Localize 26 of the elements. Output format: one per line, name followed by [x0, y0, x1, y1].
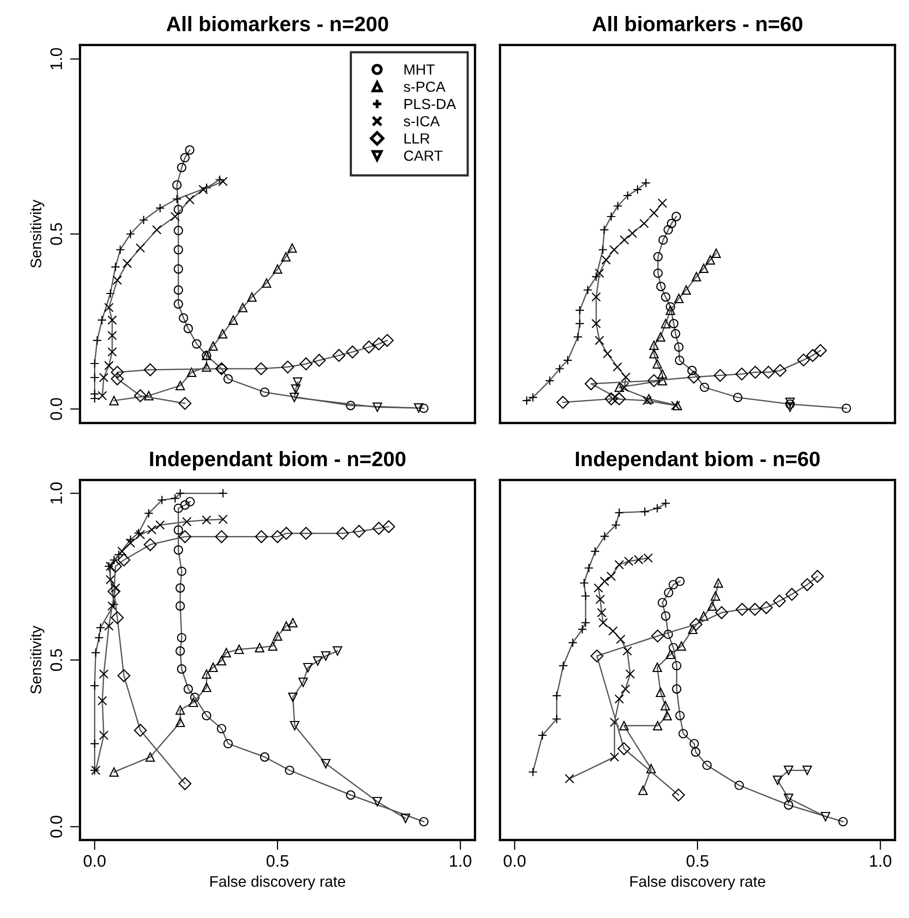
y-axis-title: Sensitivity — [30, 626, 44, 694]
legend-label: s-ICA — [404, 116, 440, 126]
y-tick-label: 0.5 — [50, 223, 62, 245]
legend-label: MHT — [404, 64, 435, 75]
x-tick-label: 0.0 — [504, 855, 526, 867]
legend-label: PLS-DA — [404, 98, 456, 110]
legend-label: s-PCA — [404, 82, 446, 92]
chart-title: All biomarkers - n=60 — [592, 16, 802, 32]
x-tick-label: 0.0 — [84, 855, 106, 867]
chart-title: Independant biom - n=60 — [576, 451, 820, 470]
chart-title: All biomarkers - n=200 — [166, 16, 388, 32]
legend-label: CART — [404, 150, 442, 161]
y-tick-label: 0.0 — [50, 816, 62, 838]
x-tick-label: 0.5 — [686, 855, 708, 867]
legend-label: LLR — [404, 133, 430, 144]
x-tick-label: 1.0 — [870, 855, 892, 867]
x-axis-title: False discovery rate — [630, 876, 766, 890]
y-tick-label: 1.0 — [50, 48, 62, 70]
x-tick-label: 1.0 — [450, 855, 472, 867]
y-tick-label: 0.5 — [50, 649, 62, 671]
y-tick-label: 1.0 — [50, 482, 62, 504]
x-axis-title: False discovery rate — [210, 876, 346, 890]
y-axis-title: Sensitivity — [30, 200, 44, 268]
x-tick-label: 0.5 — [266, 855, 288, 867]
chart-title: Independant biom - n=200 — [150, 451, 406, 470]
y-tick-label: 0.0 — [50, 398, 62, 420]
